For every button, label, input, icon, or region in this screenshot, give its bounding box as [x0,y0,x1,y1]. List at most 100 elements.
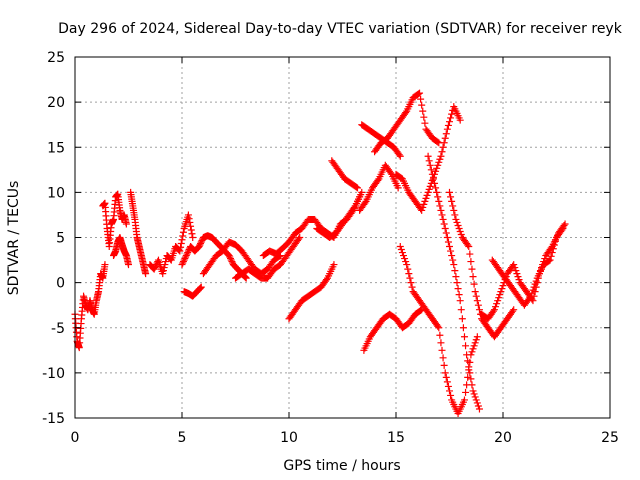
data-point [422,194,430,202]
data-point [188,230,196,238]
data-point [435,197,443,205]
data-point [179,228,187,236]
data-point [468,348,476,356]
data-point [361,199,369,207]
data-point [421,119,429,127]
data-point [408,283,416,291]
data-point [532,277,540,285]
data-point [441,369,449,377]
data-point [529,286,537,294]
y-tick-label: -15 [42,411,65,427]
y-tick-label: 20 [47,95,65,111]
data-point [241,273,249,281]
data-point [437,339,445,347]
x-tick-label: 10 [280,430,298,446]
data-point [470,342,478,350]
data-point [498,285,506,293]
data-point [475,306,483,314]
data-point [418,206,426,214]
data-point [398,249,406,257]
series-seg-g [180,283,205,300]
data-point [490,306,498,314]
series-seg-w [488,224,567,309]
data-point [196,241,204,249]
data-point [152,262,160,270]
data-point [454,285,462,293]
series-seg-u [446,188,518,341]
data-point [450,206,458,214]
data-point [459,324,467,332]
data-point [226,253,234,261]
data-point [468,381,476,389]
data-point [452,273,460,281]
data-point [440,220,448,228]
data-point [439,215,447,223]
series-seg-t [424,152,483,413]
data-point [446,118,453,126]
data-point [418,101,426,109]
data-point [447,391,455,399]
y-tick-label: 5 [56,231,65,247]
data-point [462,342,470,350]
data-point [417,306,425,314]
data-point [550,241,558,249]
chart-title: Day 296 of 2024, Sidereal Day-to-day VTE… [58,21,623,37]
data-point [197,238,205,246]
data-point [493,300,501,308]
x-tick-label: 15 [387,430,405,446]
data-point [473,297,481,305]
x-tick-labels: 0 5 10 15 20 25 [71,430,619,446]
data-point [414,90,422,98]
data-point [197,240,205,248]
data-point [510,261,518,269]
data-point [441,134,449,142]
data-point [442,373,450,381]
x-tick-label: 20 [494,430,512,446]
data-point [394,184,402,192]
data-point [242,274,250,282]
x-axis-title: GPS time / hours [283,458,400,474]
data-point [353,184,361,192]
data-point [419,203,427,211]
data-point [399,252,407,260]
data-point [513,270,521,278]
data-point [439,354,447,362]
data-point [182,253,190,261]
data-point [450,261,458,269]
data-point [432,167,440,175]
data-point [330,261,338,269]
data-point [195,243,203,251]
series-seg-p [360,306,426,354]
data-point [442,130,450,138]
data-point [546,256,554,264]
data-point [181,255,189,263]
data-point [125,261,132,269]
data-point [436,155,444,163]
data-point [180,256,188,264]
data-point [395,151,403,159]
y-tick-label: -5 [51,321,65,337]
data-point [453,279,461,287]
data-point [406,274,414,282]
data-point [419,107,427,115]
data-point [440,139,448,147]
data-point [396,152,404,160]
y-tick-label: 10 [47,185,65,201]
data-point [197,284,205,292]
data-point [402,109,410,117]
data-point [186,218,194,226]
data-point [387,169,395,177]
data-point [455,224,463,232]
series-seg-j [259,193,364,260]
data-point [424,152,432,160]
data-point [447,114,455,122]
data-point [447,247,455,255]
data-point [437,152,445,160]
data-point [443,234,451,241]
data-point [420,200,428,208]
data-point [184,211,192,219]
series-seg-d [127,188,150,278]
data-point [160,264,168,272]
data-point [150,265,158,273]
data-point [322,276,330,284]
